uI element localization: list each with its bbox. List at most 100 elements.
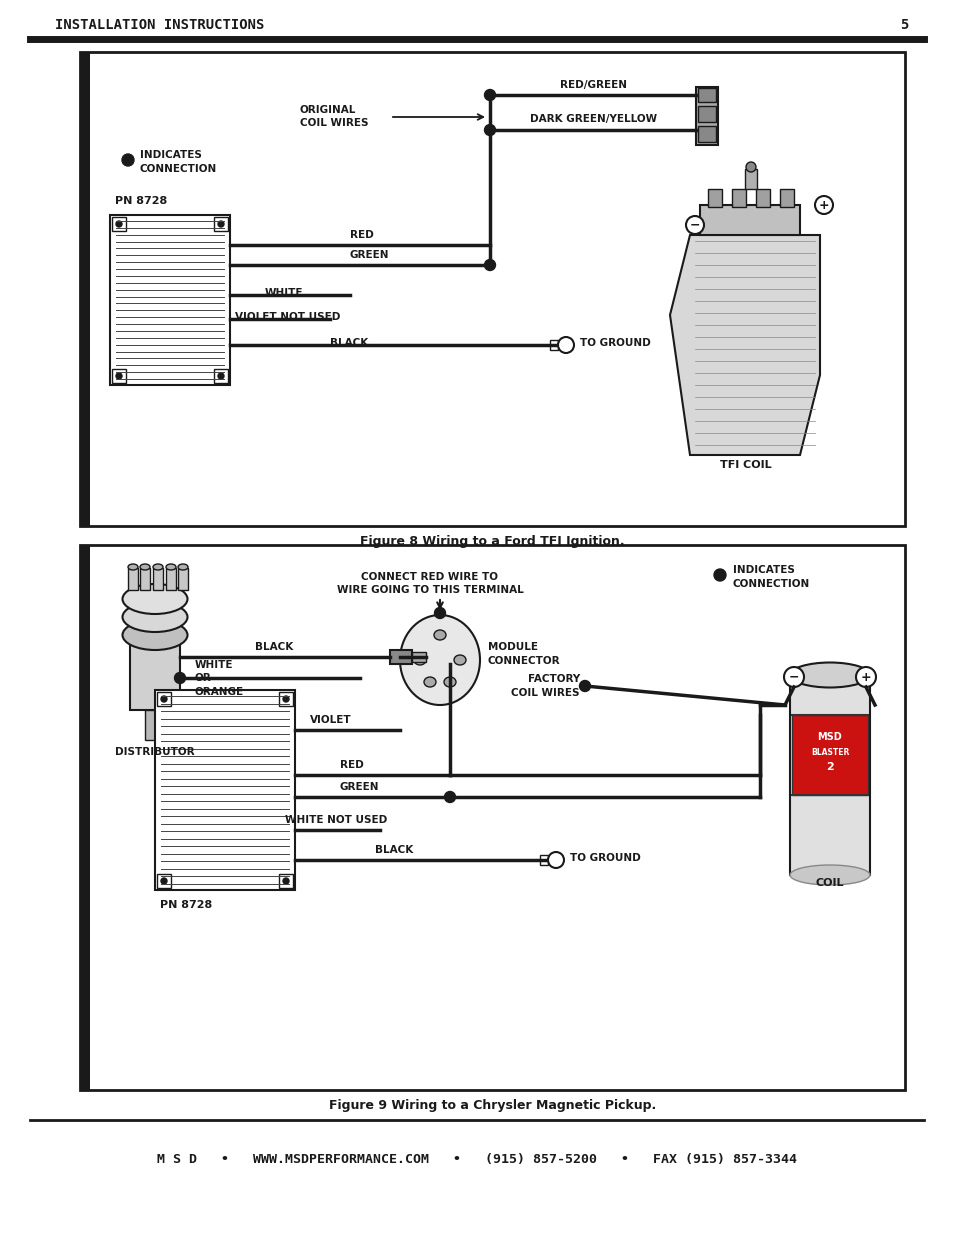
Bar: [140, 568, 150, 590]
Text: ORIGINAL: ORIGINAL: [299, 105, 356, 115]
Circle shape: [218, 373, 224, 379]
Bar: [698, 106, 716, 122]
Text: FACTORY: FACTORY: [527, 674, 579, 684]
Text: ORANGE: ORANGE: [194, 687, 244, 697]
Circle shape: [116, 221, 122, 227]
Bar: [130, 640, 180, 710]
Text: CONNECTION: CONNECTION: [140, 164, 217, 174]
Bar: [707, 189, 721, 207]
Ellipse shape: [152, 564, 163, 571]
Text: INSTALLATION INSTRUCTIONS: INSTALLATION INSTRUCTIONS: [55, 19, 264, 32]
Text: COIL: COIL: [815, 878, 843, 888]
Text: BLACK: BLACK: [330, 338, 368, 348]
Ellipse shape: [166, 564, 175, 571]
Bar: [278, 692, 293, 706]
Bar: [731, 189, 745, 207]
Ellipse shape: [443, 677, 456, 687]
Circle shape: [814, 196, 832, 214]
Text: M S D   •   WWW.MSDPERFORMANCE.COM   •   (915) 857-5200   •   FAX (915) 857-3344: M S D • WWW.MSDPERFORMANCE.COM • (915) 8…: [157, 1153, 796, 1167]
Circle shape: [444, 792, 455, 803]
Circle shape: [713, 569, 725, 580]
Bar: [213, 217, 228, 231]
Ellipse shape: [178, 564, 188, 571]
Text: GREEN: GREEN: [339, 782, 379, 792]
Ellipse shape: [789, 662, 869, 688]
Bar: [178, 568, 188, 590]
Circle shape: [218, 221, 224, 227]
Polygon shape: [669, 235, 820, 454]
Bar: [780, 189, 793, 207]
Circle shape: [855, 667, 875, 687]
Bar: [157, 692, 171, 706]
Bar: [696, 86, 718, 144]
Circle shape: [783, 667, 803, 687]
Bar: [744, 169, 757, 189]
Circle shape: [484, 125, 495, 136]
Ellipse shape: [423, 677, 436, 687]
Text: RED/GREEN: RED/GREEN: [559, 80, 626, 90]
Text: CONNECTOR: CONNECTOR: [488, 656, 560, 666]
Circle shape: [434, 608, 445, 619]
Bar: [789, 676, 869, 876]
Bar: [698, 126, 716, 142]
Circle shape: [745, 162, 755, 172]
Bar: [80, 52, 904, 526]
Text: COIL WIRES: COIL WIRES: [299, 119, 368, 128]
Ellipse shape: [122, 584, 188, 614]
Bar: [550, 340, 558, 350]
Bar: [80, 545, 90, 1091]
Text: Figure 9 Wiring to a Chrysler Magnetic Pickup.: Figure 9 Wiring to a Chrysler Magnetic P…: [329, 1098, 656, 1112]
Circle shape: [547, 852, 563, 868]
Ellipse shape: [128, 564, 138, 571]
Text: MODULE: MODULE: [488, 642, 537, 652]
Bar: [166, 568, 175, 590]
Text: DISTRIBUTOR: DISTRIBUTOR: [115, 747, 194, 757]
Bar: [145, 710, 163, 740]
Circle shape: [558, 337, 574, 353]
Bar: [698, 88, 716, 103]
Text: MSD: MSD: [817, 732, 841, 742]
Text: VIOLET NOT USED: VIOLET NOT USED: [234, 312, 340, 322]
Text: TO GROUND: TO GROUND: [569, 853, 640, 863]
Circle shape: [116, 373, 122, 379]
Text: −: −: [689, 219, 700, 231]
Bar: [278, 874, 293, 888]
Bar: [152, 568, 163, 590]
Ellipse shape: [122, 620, 188, 650]
Text: BLASTER: BLASTER: [810, 747, 848, 757]
Ellipse shape: [399, 615, 479, 705]
Text: 5: 5: [899, 19, 907, 32]
Circle shape: [122, 154, 133, 165]
Ellipse shape: [434, 630, 446, 640]
Text: COIL WIRES: COIL WIRES: [511, 688, 579, 698]
Text: PN 8728: PN 8728: [160, 900, 212, 910]
Bar: [791, 715, 867, 795]
Text: +: +: [860, 671, 870, 683]
Circle shape: [484, 89, 495, 100]
Circle shape: [484, 259, 495, 270]
Ellipse shape: [140, 564, 150, 571]
Circle shape: [161, 697, 167, 701]
Ellipse shape: [122, 601, 188, 632]
Circle shape: [685, 216, 703, 233]
Text: BLACK: BLACK: [254, 642, 293, 652]
Ellipse shape: [789, 864, 869, 885]
Text: WIRE GOING TO THIS TERMINAL: WIRE GOING TO THIS TERMINAL: [336, 585, 523, 595]
Circle shape: [174, 673, 185, 683]
Bar: [154, 690, 294, 890]
Text: Figure 8 Wiring to a Ford TFI Ignition.: Figure 8 Wiring to a Ford TFI Ignition.: [360, 535, 624, 547]
Text: 2: 2: [825, 762, 833, 772]
Text: TFI COIL: TFI COIL: [720, 459, 771, 471]
Text: INDICATES: INDICATES: [140, 149, 202, 161]
Bar: [80, 545, 904, 1091]
Text: BLACK: BLACK: [375, 845, 413, 855]
Text: VIOLET: VIOLET: [310, 715, 352, 725]
Text: WHITE NOT USED: WHITE NOT USED: [285, 815, 387, 825]
Circle shape: [161, 878, 167, 884]
Text: DARK GREEN/YELLOW: DARK GREEN/YELLOW: [530, 114, 657, 124]
Text: WHITE: WHITE: [194, 659, 233, 671]
Bar: [112, 369, 126, 383]
Bar: [755, 189, 769, 207]
Bar: [80, 52, 90, 526]
Circle shape: [578, 680, 590, 692]
